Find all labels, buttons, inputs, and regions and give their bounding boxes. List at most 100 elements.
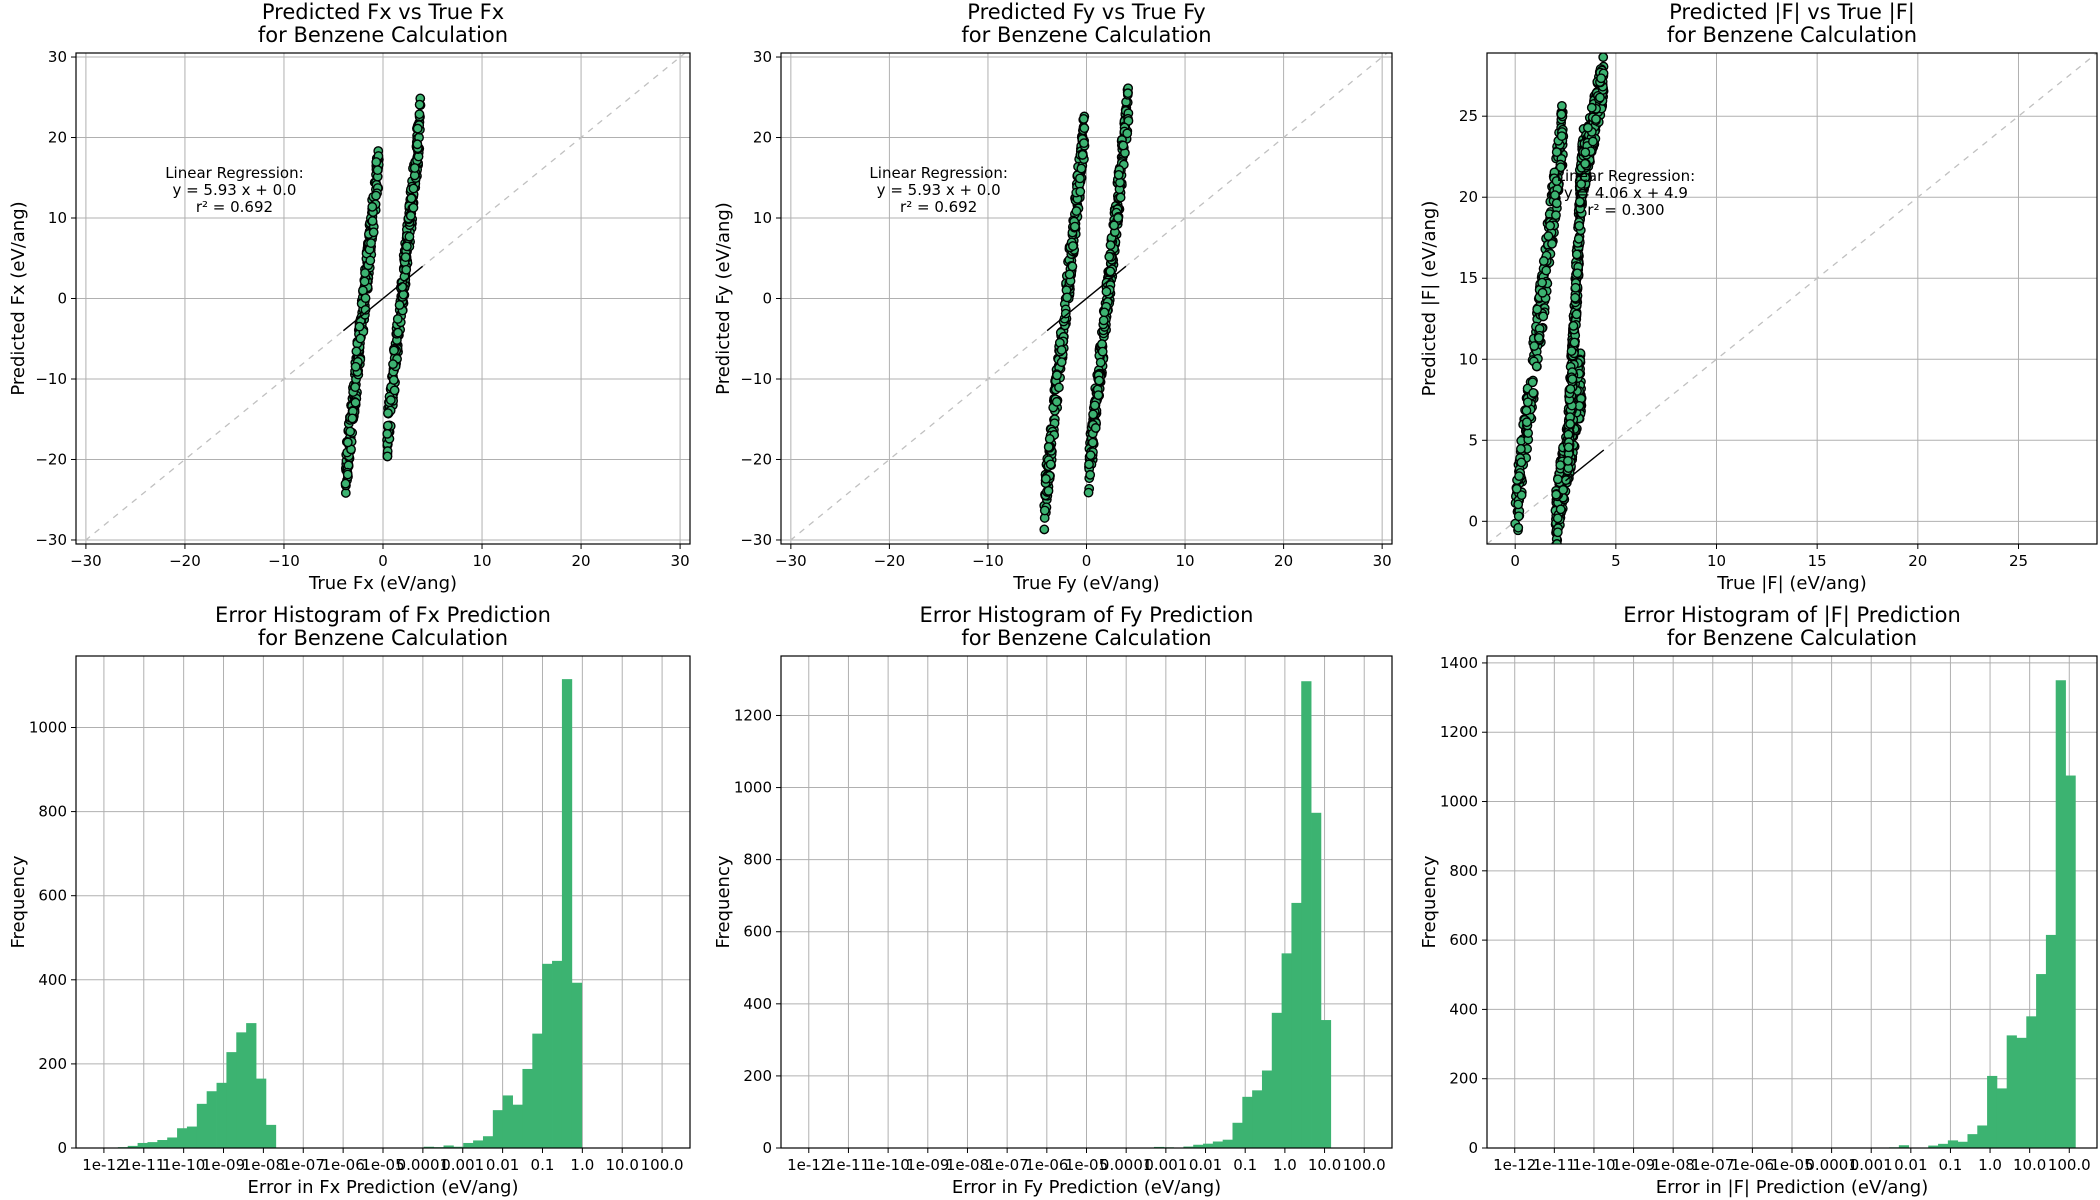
data-point	[382, 428, 393, 439]
histogram-bar	[2055, 680, 2066, 1148]
data-point	[1522, 397, 1533, 408]
data-point	[1551, 489, 1562, 500]
data-point	[389, 385, 400, 396]
y-tick-label: 0	[1468, 512, 1478, 530]
histogram-bar	[167, 1137, 178, 1148]
data-point	[350, 361, 361, 372]
data-point	[1515, 444, 1526, 454]
x-tick-label: 1e-12	[82, 1156, 125, 1174]
regression-annotation: r² = 0.692	[900, 198, 977, 216]
data-point	[1039, 505, 1050, 516]
data-point	[360, 293, 371, 304]
axes-frame	[1486, 655, 2098, 1149]
x-tick-label: 0	[378, 552, 388, 570]
x-tick-label: 100.0	[2048, 1156, 2091, 1174]
data-point	[1570, 282, 1581, 293]
data-point	[355, 333, 366, 344]
data-point	[1556, 109, 1567, 120]
data-point	[1552, 513, 1563, 524]
regression-annotation: Linear Regression:	[869, 164, 1008, 182]
data-point	[1090, 423, 1101, 433]
x-tick-label: 1e-08	[242, 1156, 285, 1174]
y-axis-label: Predicted Fx (eV/ang)	[8, 201, 29, 395]
data-point	[1555, 504, 1566, 515]
y-tick-label: 1400	[1440, 654, 1478, 672]
data-point	[1537, 287, 1548, 298]
histogram-bar	[186, 1126, 198, 1148]
x-tick-label: 1e-12	[787, 1156, 830, 1174]
y-tick-label: 0	[57, 1139, 67, 1157]
y-tick-label: 400	[743, 995, 772, 1013]
x-tick-label: 1e-10	[162, 1156, 205, 1174]
data-point	[1571, 309, 1582, 320]
data-point	[1574, 221, 1585, 231]
data-point	[1551, 198, 1562, 209]
x-tick-label: 5	[1611, 552, 1621, 570]
x-tick-label: 10	[472, 552, 491, 570]
data-point	[1075, 173, 1085, 184]
histogram-bar	[1212, 1141, 1224, 1148]
histogram-bar	[453, 1146, 464, 1148]
data-point	[1056, 357, 1067, 368]
data-point	[1087, 437, 1098, 448]
data-point	[342, 469, 353, 480]
y-tick-label: 1000	[29, 718, 67, 736]
data-point	[409, 163, 420, 173]
x-tick-label: 1e-11	[1533, 1156, 1576, 1174]
x-tick-label: 0.0001	[397, 1156, 450, 1174]
data-point	[1104, 251, 1115, 262]
histogram-bar	[2006, 1035, 2017, 1148]
y-tick-label: 10	[48, 209, 67, 227]
data-point	[408, 202, 419, 213]
histogram-bar	[1977, 1125, 1988, 1148]
data-point	[1551, 210, 1561, 221]
y-tick-label: 30	[753, 48, 772, 66]
data-point	[401, 264, 412, 275]
x-axis-label: Error in Fy Prediction (eV/ang)	[952, 1177, 1221, 1198]
chart-title: Predicted Fy vs True Fy	[967, 0, 1205, 24]
data-point	[1573, 233, 1584, 244]
data-point	[1521, 405, 1532, 416]
data-point	[383, 408, 393, 418]
x-tick-label: 10.0	[1308, 1156, 1341, 1174]
data-point	[1039, 524, 1050, 535]
x-tick-label: 100.0	[1343, 1156, 1386, 1174]
histogram-bar	[1291, 902, 1302, 1148]
data-point	[1088, 409, 1098, 420]
y-tick-label: 600	[38, 887, 67, 905]
histogram-bar	[1193, 1144, 1204, 1148]
data-point	[1051, 396, 1062, 407]
data-point	[1041, 473, 1051, 484]
identity-line	[1487, 53, 2097, 544]
x-tick-label: 1e-07	[1691, 1156, 1734, 1174]
y-axis-label: Frequency	[713, 855, 734, 948]
x-tick-label: 100.0	[641, 1156, 684, 1174]
histogram-bar	[522, 1068, 533, 1148]
y-tick-label: 5	[1468, 431, 1478, 449]
histogram-bar	[1957, 1141, 1968, 1148]
axes-frame	[1486, 52, 2098, 545]
data-point	[406, 193, 417, 204]
y-tick-label: 200	[743, 1067, 772, 1085]
data-point	[1105, 240, 1116, 251]
chart-title: for Benzene Calculation	[961, 626, 1211, 650]
data-point	[1078, 114, 1089, 124]
data-point	[1085, 469, 1096, 480]
x-tick-label: 20	[1274, 552, 1293, 570]
data-point	[1552, 474, 1563, 485]
chart-title: for Benzene Calculation	[1667, 626, 1917, 650]
data-point	[1574, 196, 1585, 207]
data-point	[1598, 53, 1609, 63]
data-point	[1529, 341, 1540, 351]
data-point	[366, 238, 376, 248]
histogram-bar	[1281, 953, 1292, 1148]
y-tick-label: −10	[35, 370, 67, 388]
histogram-bar	[1967, 1134, 1978, 1148]
data-point	[1570, 292, 1581, 303]
data-point	[1085, 450, 1096, 461]
chart-title: for Benzene Calculation	[258, 626, 508, 650]
histogram-bar	[1252, 1090, 1263, 1148]
data-point	[1099, 307, 1110, 318]
x-axis-label: True Fy (eV/ang)	[1012, 573, 1159, 594]
